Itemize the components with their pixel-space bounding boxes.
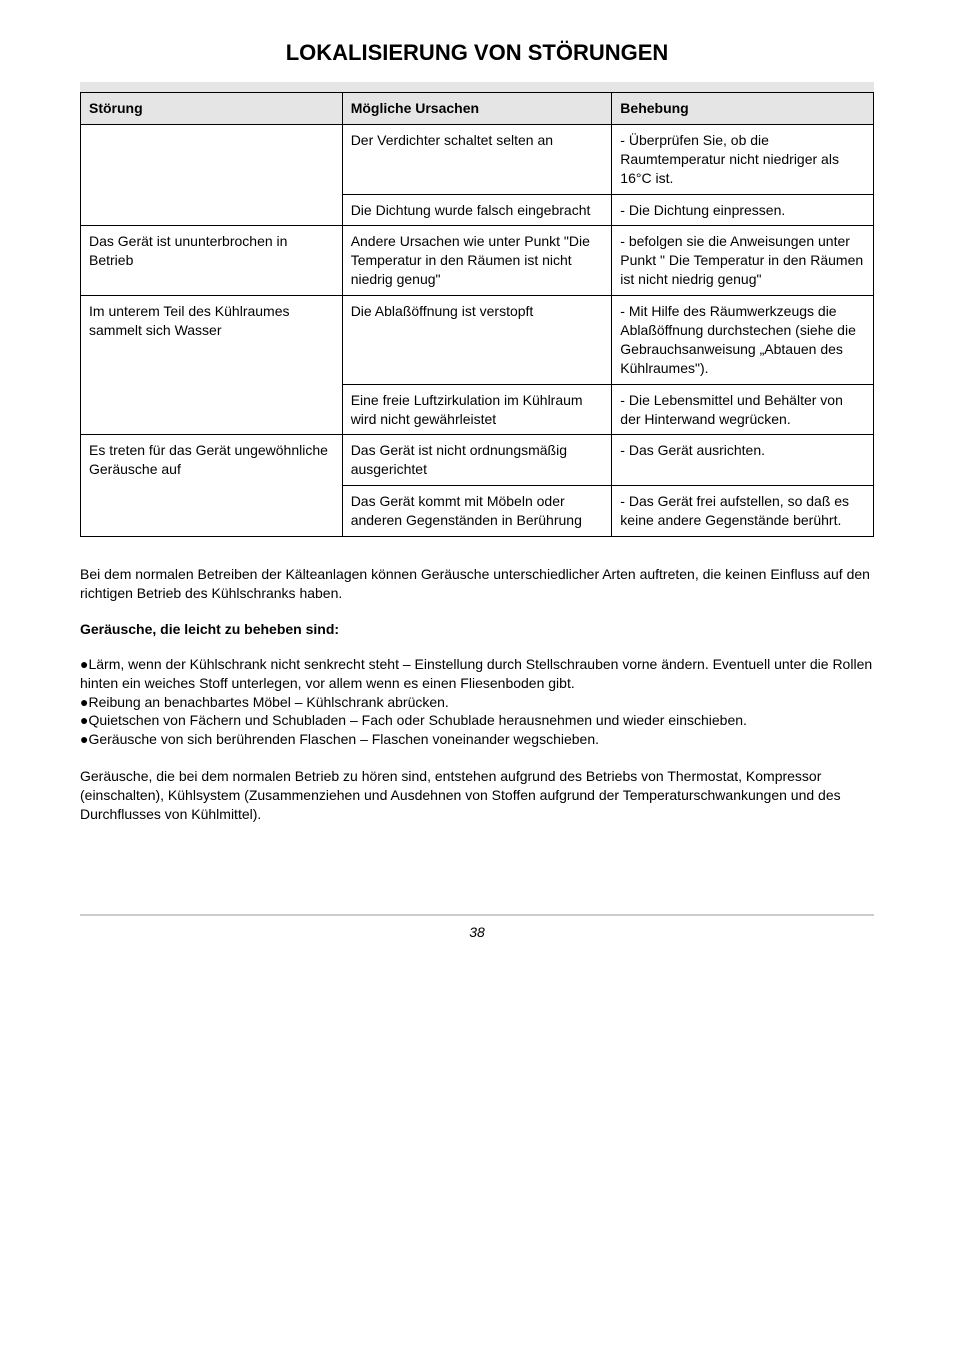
cell-stoerung: Es treten für das Gerät ungewöhnliche Ge… <box>81 435 343 537</box>
cell-stoerung: Im unterem Teil des Kühlraumes sammelt s… <box>81 296 343 435</box>
cell-behebung: - Überprüfen Sie, ob die Raumtemperatur … <box>612 124 874 194</box>
header-ursachen: Mögliche Ursachen <box>342 93 612 125</box>
cell-ursache: Eine freie Luftzirkulation im Kühlraum w… <box>342 384 612 435</box>
bullet-text: Reibung an benachbartes Möbel – Kühlschr… <box>88 694 448 710</box>
cell-ursache: Die Ablaßöffnung ist verstopft <box>342 296 612 385</box>
closing-paragraph: Geräusche, die bei dem normalen Betrieb … <box>80 767 874 824</box>
table-row: Das Gerät ist ununterbrochen in Betrieb … <box>81 226 874 296</box>
header-stoerung: Störung <box>81 93 343 125</box>
cell-ursache: Andere Ursachen wie unter Punkt "Die Tem… <box>342 226 612 296</box>
intro-paragraph: Bei dem normalen Betreiben der Kälteanla… <box>80 565 874 603</box>
cell-stoerung: Das Gerät ist ununterbrochen in Betrieb <box>81 226 343 296</box>
bullet-text: Geräusche von sich berührenden Flaschen … <box>88 731 599 747</box>
cell-ursache: Die Dichtung wurde falsch eingebracht <box>342 194 612 226</box>
cell-behebung: - Das Gerät frei aufstellen, so daß es k… <box>612 486 874 537</box>
page-number: 38 <box>80 924 874 940</box>
header-band <box>80 82 874 92</box>
table-row: Der Verdichter schaltet selten an - Über… <box>81 124 874 194</box>
bullet-block: ●Lärm, wenn der Kühlschrank nicht senkre… <box>80 655 874 749</box>
cell-behebung: - Das Gerät ausrichten. <box>612 435 874 486</box>
bullet-text: Lärm, wenn der Kühlschrank nicht senkrec… <box>80 656 872 691</box>
cell-ursache: Das Gerät ist nicht ordnungsmäßig ausger… <box>342 435 612 486</box>
footer-rule <box>80 914 874 916</box>
subheading: Geräusche, die leicht zu beheben sind: <box>80 621 874 637</box>
cell-stoerung <box>81 124 343 226</box>
table-row: Es treten für das Gerät ungewöhnliche Ge… <box>81 435 874 486</box>
cell-behebung: - befolgen sie die Anweisungen unter Pun… <box>612 226 874 296</box>
cell-behebung: - Mit Hilfe des Räumwerkzeugs die Ablaßö… <box>612 296 874 385</box>
table-row: Im unterem Teil des Kühlraumes sammelt s… <box>81 296 874 385</box>
page-title: LOKALISIERUNG VON STÖRUNGEN <box>80 40 874 66</box>
cell-behebung: - Die Lebensmittel und Behälter von der … <box>612 384 874 435</box>
bullet-text: Quietschen von Fächern und Schubladen – … <box>88 712 746 728</box>
cell-ursache: Der Verdichter schaltet selten an <box>342 124 612 194</box>
cell-behebung: - Die Dichtung einpressen. <box>612 194 874 226</box>
troubleshooting-table: Störung Mögliche Ursachen Behebung Der V… <box>80 92 874 537</box>
header-behebung: Behebung <box>612 93 874 125</box>
cell-ursache: Das Gerät kommt mit Möbeln oder anderen … <box>342 486 612 537</box>
